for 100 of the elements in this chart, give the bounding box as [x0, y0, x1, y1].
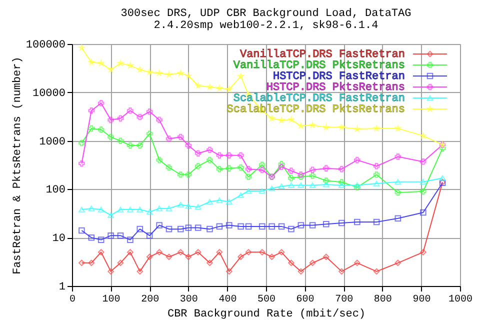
- point: [206, 198, 213, 205]
- point: [238, 164, 244, 171]
- point: [288, 182, 294, 188]
- point: [258, 188, 266, 194]
- point: [88, 260, 95, 266]
- point: [88, 206, 95, 212]
- x-tick-label: 800: [374, 294, 392, 306]
- legend-label: VanillaTCP.DRS PktsRetrans: [233, 60, 405, 72]
- point: [373, 180, 380, 186]
- point: [127, 107, 134, 114]
- point: [354, 218, 360, 226]
- point: [354, 260, 360, 266]
- point: [238, 152, 244, 159]
- point: [322, 182, 330, 188]
- point: [309, 172, 316, 179]
- point: [268, 186, 275, 192]
- point: [127, 236, 134, 243]
- point: [108, 116, 114, 124]
- point: [309, 260, 316, 266]
- point: [373, 218, 380, 226]
- point: [108, 134, 114, 140]
- point: [194, 249, 202, 256]
- point: [322, 165, 330, 172]
- point: [268, 223, 275, 230]
- point: [98, 126, 104, 133]
- point: [373, 162, 380, 170]
- chart-subtitle: 2.4.20smp web100-2.2.1, sk98-6.1.4: [154, 20, 379, 32]
- point: [127, 249, 134, 256]
- point: [194, 204, 202, 210]
- point: [98, 236, 104, 243]
- point: [146, 232, 153, 239]
- point: [322, 220, 330, 228]
- point: [108, 232, 114, 239]
- point: [206, 226, 213, 232]
- point: [278, 223, 285, 230]
- point: [216, 198, 223, 204]
- point: [216, 249, 223, 256]
- point: [298, 182, 304, 188]
- point: [136, 114, 144, 120]
- point: [146, 108, 153, 115]
- x-tick-label: 200: [141, 294, 160, 306]
- point: [288, 260, 294, 266]
- point: [354, 182, 360, 188]
- point: [127, 142, 134, 149]
- point: [288, 226, 294, 232]
- point: [177, 202, 184, 208]
- point: [88, 125, 95, 132]
- point: [206, 260, 213, 266]
- point: [185, 224, 192, 231]
- point: [117, 206, 124, 212]
- point: [238, 254, 244, 260]
- point: [226, 152, 232, 159]
- point: [226, 222, 232, 228]
- point: [298, 268, 304, 275]
- point: [78, 227, 85, 234]
- y-axis-title: FastRetran & PktsRetrans (number): [12, 56, 24, 274]
- point: [216, 223, 223, 230]
- x-axis-title: CBR Background Rate (mbit/sec): [167, 308, 366, 320]
- legend-label: HSTCP.DRS FastRetran: [272, 71, 405, 83]
- point: [338, 268, 345, 275]
- y-tick-label: 10: [52, 233, 66, 246]
- point: [245, 174, 252, 180]
- y-tick-label: 100: [46, 184, 66, 197]
- point: [78, 260, 85, 266]
- point: [117, 60, 124, 66]
- point: [420, 179, 426, 185]
- point: [98, 249, 104, 256]
- point: [216, 152, 223, 159]
- x-tick-label: 500: [257, 294, 276, 306]
- point: [354, 156, 360, 164]
- point: [146, 209, 153, 215]
- point: [88, 107, 95, 114]
- x-tick-label: 600: [296, 294, 314, 306]
- point: [166, 164, 172, 171]
- point: [373, 268, 380, 275]
- point: [177, 171, 184, 178]
- point: [117, 115, 124, 122]
- point: [309, 166, 316, 174]
- point: [226, 165, 232, 172]
- point: [206, 156, 213, 164]
- point: [117, 260, 124, 266]
- point: [98, 206, 104, 212]
- point: [322, 178, 330, 184]
- point: [185, 171, 192, 178]
- point: [108, 268, 114, 275]
- point: [394, 154, 402, 160]
- point: [298, 171, 304, 178]
- point: [258, 249, 266, 256]
- point: [268, 254, 275, 260]
- point: [288, 174, 294, 182]
- x-tick-label: 0: [69, 294, 76, 306]
- point: [338, 166, 345, 172]
- point: [146, 254, 153, 260]
- legend-label: HSTCP.DRS PktsRetrans: [266, 82, 405, 94]
- point: [420, 249, 426, 256]
- point: [78, 206, 85, 212]
- point: [216, 166, 223, 172]
- point: [166, 226, 172, 232]
- point: [394, 260, 402, 266]
- y-tick-label: 1: [58, 282, 66, 294]
